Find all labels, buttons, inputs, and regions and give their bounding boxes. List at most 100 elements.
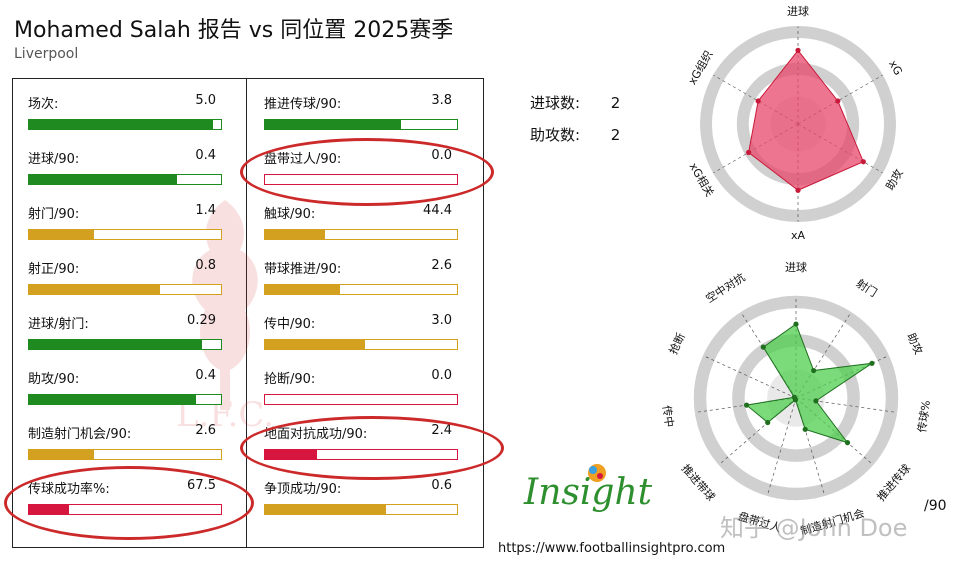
radar-point [791,394,797,400]
stat-bar [28,339,222,350]
radar-point [844,440,851,446]
stat-bar [264,394,458,405]
stat-value: 44.4 [423,203,452,218]
stat-bar [28,449,222,460]
stat-row: 进球/射门: 0.29 [28,313,226,361]
radar-point [746,149,752,156]
stat-label: 争顶成功/90: [264,482,342,497]
radar-point [869,360,875,366]
stat-bar-fill [265,505,386,514]
radar-spoke [713,74,799,125]
stat-label: 射门/90: [28,207,80,222]
radar-axis-label: 射门 [854,276,880,300]
radar-point [811,367,817,374]
stat-bar-fill [265,340,365,349]
page-title: Mohamed Salah 报告 vs 同位置 2025赛季 [14,18,454,43]
summary-goals: 进球数: 2 [530,92,620,113]
stat-bar [264,284,458,295]
stat-bar [28,119,222,130]
radar-point [813,398,819,404]
radar-point [755,98,761,104]
stats-panel [12,78,484,548]
team-name: Liverpool [14,46,79,62]
stat-value: 0.8 [195,258,216,273]
stat-bar-fill [29,395,197,404]
radar-spoke [795,397,826,496]
stat-bar [264,504,458,515]
radar-axis-label: xA [791,229,806,242]
stat-label: 触球/90: [264,207,316,222]
summary-assists: 助攻数: 2 [530,124,620,145]
radar-axis-label: 助攻 [883,166,906,192]
stat-bar-fill [265,120,402,129]
radar-spoke [703,355,797,399]
radar-point [795,47,801,54]
radar-axis-label: 传中 [660,405,676,429]
panel-divider [246,78,247,548]
radar-point [760,344,766,350]
stat-row: 抢断/90: 0.0 [264,368,462,416]
stat-value: 2.6 [431,258,452,273]
summary-goals-value: 2 [610,94,621,112]
radar-axis-label: 传球% [914,399,932,433]
radar-point [835,98,841,104]
stat-value: 3.0 [431,313,452,328]
stat-label: 进球/射门: [28,317,89,332]
stat-bar-fill [29,340,202,349]
stat-bar-fill [29,230,95,239]
stat-row: 助攻/90: 0.4 [28,368,226,416]
radar-axis-label: 进球 [787,4,809,18]
stat-row: 射正/90: 0.8 [28,258,226,306]
stat-label: 助攻/90: [28,372,80,387]
watermark: 知乎 @John Doe [720,514,908,542]
stat-row: 触球/90: 44.4 [264,203,462,251]
highlight-circle-pass-pct [4,466,254,540]
stat-value: 2.6 [195,423,216,438]
summary-goals-label: 进球数: [530,94,581,112]
stat-bar-fill [29,120,214,129]
stat-label: 推进传球/90: [264,97,342,112]
stat-row: 推进传球/90: 3.8 [264,93,462,141]
stat-bar-fill [265,230,325,239]
radar-spoke [795,397,897,413]
stat-bar [264,339,458,350]
stat-row: 带球推进/90: 2.6 [264,258,462,306]
stat-value: 0.0 [431,368,452,383]
stat-label: 射正/90: [28,262,80,277]
radar-spoke [766,397,797,496]
radar-point [802,426,808,432]
ball-icon [588,464,606,482]
stat-value: 0.4 [195,148,216,163]
stat-row: 传中/90: 3.0 [264,313,462,361]
stat-bar-fill [29,175,177,184]
radar-axis-label: 抢断 [666,331,688,357]
stat-label: 带球推进/90: [264,262,342,277]
radar-axis-label: 推进带球 [679,461,718,503]
stat-bar [28,284,222,295]
stat-value: 1.4 [195,203,216,218]
stat-bar-fill [265,285,340,294]
radar-axis-label: 推进传球 [874,461,913,503]
stat-bar-fill [29,450,95,459]
stat-label: 制造射门机会/90: [28,427,132,442]
stat-bar [28,174,222,185]
stat-row: 射门/90: 1.4 [28,203,226,251]
highlight-circle-ground-duels [240,416,504,480]
per90-label: /90 [924,498,947,514]
radar-area [745,323,873,444]
stat-row: 进球/90: 0.4 [28,148,226,196]
stat-label: 抢断/90: [264,372,316,387]
stat-row: 场次: 5.0 [28,93,226,141]
source-url[interactable]: https://www.footballinsightpro.com [498,541,726,556]
radar-axis-label: 助攻 [904,331,926,357]
stat-bar [28,394,222,405]
stat-bar [264,119,458,130]
radar-axis-label: 空中对抗 [703,270,748,306]
radar-point [860,159,866,165]
insight-logo-text: Insight [524,472,653,513]
stat-bar [264,229,458,240]
insight-logo: Insight [524,462,664,530]
stat-bar-fill [29,285,160,294]
